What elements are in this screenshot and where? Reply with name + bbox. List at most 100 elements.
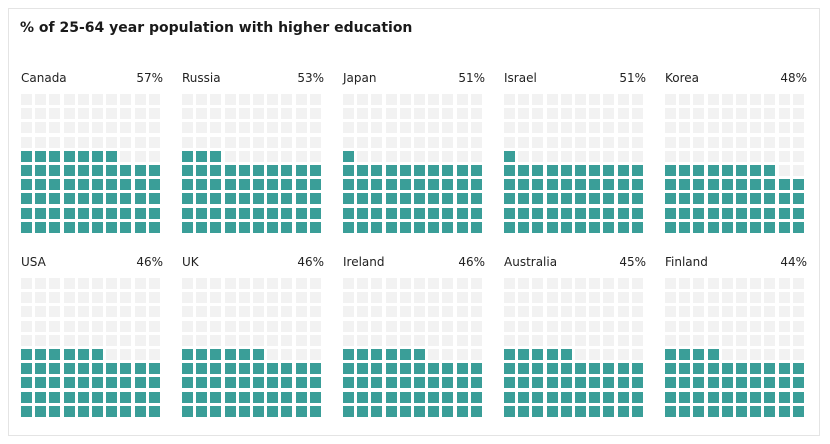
waffle-cell-filled [764, 208, 775, 219]
percent-label: 57% [136, 71, 163, 85]
waffle-cell-filled [471, 363, 482, 374]
waffle-cell-filled [371, 392, 382, 403]
waffle-cell-empty [504, 306, 515, 317]
waffle-cell-filled [708, 208, 719, 219]
waffle-cell-empty [386, 321, 397, 332]
waffle-cell-empty [764, 306, 775, 317]
waffle-cell-filled [78, 165, 89, 176]
waffle-cell-filled [210, 165, 221, 176]
waffle-cell-empty [296, 292, 307, 303]
waffle-cell-filled [149, 208, 160, 219]
waffle-cell-empty [575, 306, 586, 317]
waffle-cell-filled [708, 349, 719, 360]
waffle-cell-filled [504, 377, 515, 388]
waffle-cell-filled [21, 349, 32, 360]
waffle-cell-filled [92, 222, 103, 233]
waffle-cell-empty [400, 122, 411, 133]
waffle-cell-empty [225, 122, 236, 133]
waffle-cell-filled [708, 193, 719, 204]
waffle-cell-filled [64, 377, 75, 388]
waffle-cell-filled [779, 179, 790, 190]
waffle-cell-filled [736, 179, 747, 190]
waffle-cell-empty [400, 321, 411, 332]
waffle-cell-empty [793, 94, 804, 105]
waffle-cell-filled [632, 406, 643, 417]
waffle-cell-filled [561, 363, 572, 374]
country-label: Japan [343, 71, 377, 85]
waffle-cell-filled [400, 222, 411, 233]
waffle-cell-empty [736, 349, 747, 360]
waffle-cell-empty [618, 151, 629, 162]
waffle-cell-empty [736, 151, 747, 162]
waffle-cell-filled [471, 222, 482, 233]
waffle-cell-filled [618, 392, 629, 403]
waffle-cell-empty [21, 108, 32, 119]
waffle-cell-filled [357, 349, 368, 360]
waffle-cell-filled [457, 363, 468, 374]
waffle-cell-filled [722, 165, 733, 176]
panel-header: Japan 51% [343, 70, 485, 86]
waffle-cell-empty [632, 94, 643, 105]
waffle-cell-filled [225, 208, 236, 219]
waffle-cell-filled [589, 392, 600, 403]
waffle-cell-filled [253, 363, 264, 374]
waffle-cell-empty [750, 278, 761, 289]
waffle-cell-empty [49, 335, 60, 346]
waffle-cell-empty [793, 108, 804, 119]
waffle-cell-filled [49, 165, 60, 176]
waffle-cell-filled [504, 406, 515, 417]
waffle-cell-empty [210, 94, 221, 105]
waffle-cell-empty [603, 306, 614, 317]
waffle-cell-filled [135, 193, 146, 204]
waffle-cell-filled [357, 193, 368, 204]
waffle-cell-filled [106, 363, 117, 374]
waffle-cell-filled [120, 363, 131, 374]
percent-label: 51% [458, 71, 485, 85]
waffle-cell-empty [665, 94, 676, 105]
waffle-cell-empty [357, 278, 368, 289]
waffle-cell-empty [457, 321, 468, 332]
waffle-cell-empty [561, 122, 572, 133]
waffle-cell-empty [764, 94, 775, 105]
waffle-cell-empty [182, 321, 193, 332]
waffle-cell-filled [64, 222, 75, 233]
waffle-cell-empty [21, 306, 32, 317]
waffle-cell-filled [135, 208, 146, 219]
waffle-cell-filled [21, 165, 32, 176]
waffle-cell-filled [471, 165, 482, 176]
waffle-cell-empty [679, 122, 690, 133]
waffle-cell-filled [665, 222, 676, 233]
waffle-cell-empty [296, 122, 307, 133]
waffle-cell-empty [267, 306, 278, 317]
waffle-cell-empty [618, 94, 629, 105]
waffle-cell-empty [518, 306, 529, 317]
waffle-cell-filled [78, 392, 89, 403]
waffle-panel: Canada 57% [21, 70, 163, 233]
waffle-cell-empty [267, 122, 278, 133]
waffle-cell-empty [225, 151, 236, 162]
waffle-cell-empty [547, 94, 558, 105]
waffle-cell-empty [296, 278, 307, 289]
waffle-cell-filled [547, 208, 558, 219]
waffle-cell-filled [196, 208, 207, 219]
waffle-cell-filled [21, 222, 32, 233]
waffle-cell-empty [589, 292, 600, 303]
waffle-cell-filled [532, 349, 543, 360]
waffle-cell-filled [561, 165, 572, 176]
waffle-cell-empty [428, 349, 439, 360]
waffle-cell-filled [779, 406, 790, 417]
waffle-cell-filled [196, 222, 207, 233]
waffle-cell-filled [343, 165, 354, 176]
waffle-cell-filled [561, 193, 572, 204]
waffle-cell-empty [135, 292, 146, 303]
waffle-cell-empty [239, 278, 250, 289]
waffle-cell-filled [281, 208, 292, 219]
waffle-cell-filled [239, 208, 250, 219]
waffle-cell-empty [471, 108, 482, 119]
waffle-cell-empty [92, 108, 103, 119]
waffle-cell-filled [532, 392, 543, 403]
waffle-panel: UK 46% [182, 254, 324, 417]
waffle-cell-filled [428, 208, 439, 219]
waffle-cell-empty [253, 137, 264, 148]
waffle-cell-empty [386, 292, 397, 303]
